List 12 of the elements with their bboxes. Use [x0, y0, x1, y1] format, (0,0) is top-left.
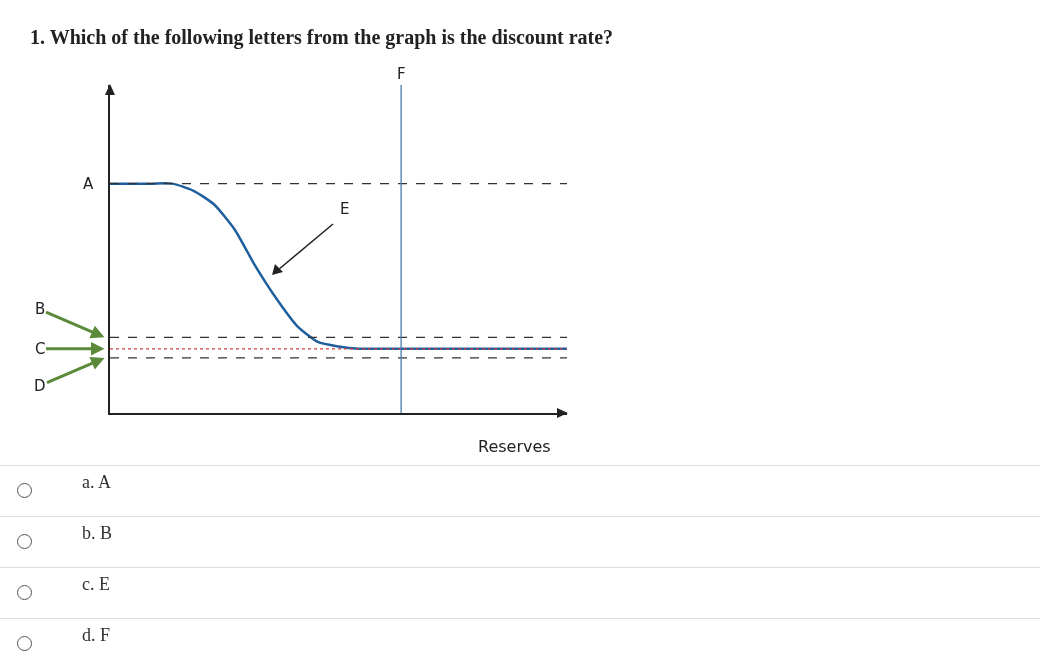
ref-line-label: C [35, 340, 46, 358]
text: d. F [82, 625, 111, 646]
ref-line-label: A [83, 175, 94, 193]
x-axis-title: Reserves [478, 437, 551, 456]
text: b. B [82, 523, 113, 544]
text: c. E [82, 574, 110, 595]
chart-title: 1. Which of the following letters from the graph is the discount rate? [30, 26, 614, 49]
text: F [397, 65, 406, 83]
ref-line-label: B [35, 300, 46, 318]
text: a. A [82, 472, 111, 493]
annotation: E [340, 200, 350, 218]
ref-line-label: D [34, 377, 46, 395]
